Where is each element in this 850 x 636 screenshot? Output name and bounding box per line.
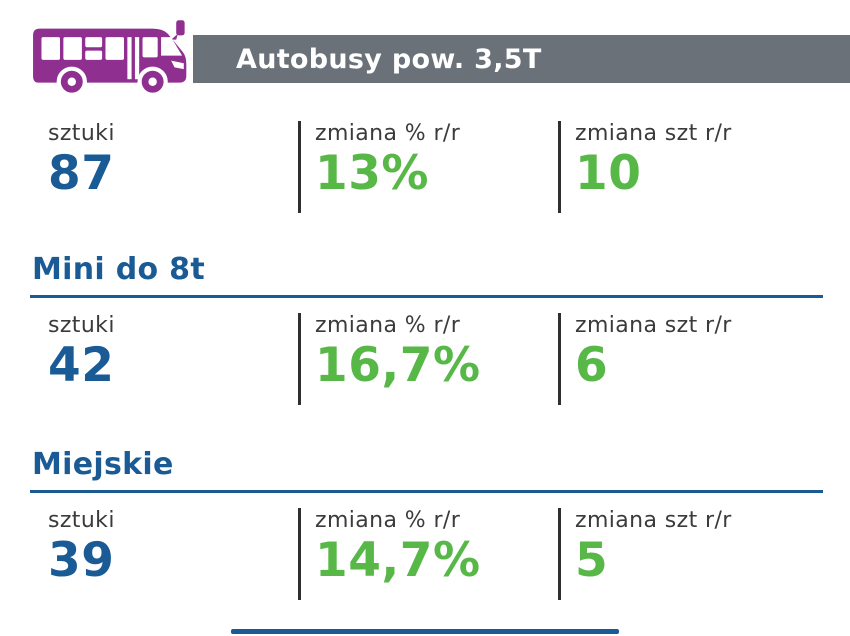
stat-total-unit-change: zmiana szt r/r 10	[558, 121, 850, 213]
stat-total-units: sztuki 87	[48, 121, 298, 213]
bottom-divider-bar	[231, 629, 619, 634]
stat-label-pct-change: zmiana % r/r	[315, 313, 461, 338]
stat-value-units: 87	[48, 146, 115, 202]
stat-mini-unit-change: zmiana szt r/r 6	[558, 313, 850, 405]
stat-value-units: 42	[48, 338, 115, 394]
header-title-bar: Autobusy pow. 3,5T	[193, 35, 850, 83]
stat-label-units: sztuki	[48, 313, 115, 338]
stat-miejskie-unit-change: zmiana szt r/r 5	[558, 508, 850, 600]
stat-value-unit-change: 10	[575, 146, 642, 202]
stat-mini-pct-change: zmiana % r/r 16,7%	[298, 313, 558, 405]
stat-value-pct-change: 13%	[315, 146, 429, 202]
stat-value-unit-change: 5	[575, 533, 609, 589]
stat-label-unit-change: zmiana szt r/r	[575, 121, 732, 146]
stat-label-unit-change: zmiana szt r/r	[575, 508, 732, 533]
stat-miejskie-units: sztuki 39	[48, 508, 298, 600]
stat-label-pct-change: zmiana % r/r	[315, 508, 461, 533]
page-title: Autobusy pow. 3,5T	[236, 43, 542, 75]
stat-mini-units: sztuki 42	[48, 313, 298, 405]
section-heading-mini-do-8t: Mini do 8t	[30, 252, 823, 298]
stat-total-pct-change: zmiana % r/r 13%	[298, 121, 558, 213]
stat-value-pct-change: 16,7%	[315, 338, 481, 394]
stat-value-unit-change: 6	[575, 338, 609, 394]
bus-icon-svg	[33, 20, 187, 97]
stat-miejskie-pct-change: zmiana % r/r 14,7%	[298, 508, 558, 600]
section-heading-miejskie: Miejskie	[30, 447, 823, 493]
stat-value-pct-change: 14,7%	[315, 533, 481, 589]
stat-label-pct-change: zmiana % r/r	[315, 121, 461, 146]
stat-label-units: sztuki	[48, 121, 115, 146]
bus-icon	[28, 16, 188, 102]
stat-value-units: 39	[48, 533, 115, 589]
stats-row-miejskie: sztuki 39 zmiana % r/r 14,7% zmiana szt …	[48, 508, 850, 600]
stats-row-total: sztuki 87 zmiana % r/r 13% zmiana szt r/…	[48, 121, 850, 213]
stat-label-units: sztuki	[48, 508, 115, 533]
stats-row-mini-do-8t: sztuki 42 zmiana % r/r 16,7% zmiana szt …	[48, 313, 850, 405]
stat-label-unit-change: zmiana szt r/r	[575, 313, 732, 338]
